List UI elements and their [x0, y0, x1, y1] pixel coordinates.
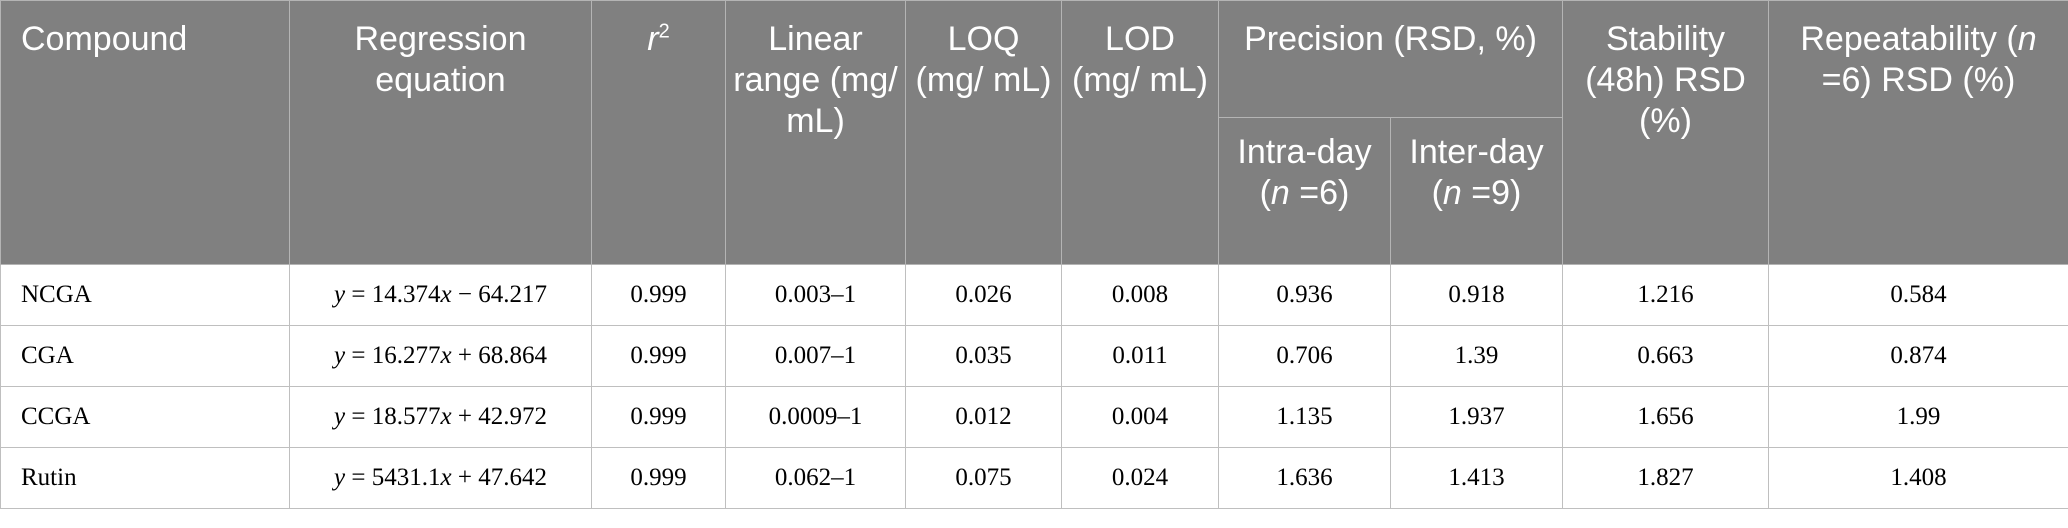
eq-y: y [334, 464, 346, 491]
header-intra-day: Intra-day (n =6) [1218, 117, 1391, 265]
repeat-n: n [2017, 20, 2037, 58]
cell-repeatability: 1.99 [1768, 386, 2068, 448]
cell-lod: 0.011 [1061, 325, 1219, 387]
cell-linear-range: 0.007–1 [725, 325, 906, 387]
cell-r-squared: 0.999 [591, 386, 726, 448]
eq-x: x [440, 403, 452, 430]
cell-compound: CGA [0, 325, 290, 387]
cell-loq: 0.035 [905, 325, 1062, 387]
intra-n: n [1270, 174, 1290, 212]
cell-inter-day: 1.413 [1390, 447, 1563, 509]
header-repeatability: Repeatability (n =6) RSD (%) [1768, 0, 2068, 265]
eq-tail: − 64.217 [451, 281, 547, 308]
cell-regression-equation: y = 18.577x + 42.972 [289, 386, 592, 448]
eq-x: x [440, 281, 452, 308]
cell-inter-day: 1.937 [1390, 386, 1563, 448]
cell-intra-day: 1.135 [1218, 386, 1391, 448]
eq-mid: = 5431.1 [345, 464, 441, 491]
eq-x: x [440, 342, 452, 369]
cell-lod: 0.004 [1061, 386, 1219, 448]
eq-tail: + 42.972 [451, 403, 547, 430]
intra-pre: Intra-day ( [1237, 133, 1372, 212]
table-row: CGA y = 16.277x + 68.864 0.999 0.007–1 0… [0, 325, 2068, 387]
cell-loq: 0.012 [905, 386, 1062, 448]
eq-y: y [334, 281, 346, 308]
inter-post: =9) [1461, 174, 1522, 212]
table-row: CCGA y = 18.577x + 42.972 0.999 0.0009–1… [0, 386, 2068, 448]
inter-n: n [1442, 174, 1462, 212]
validation-table: Compound Regression equation r2 Linear r… [0, 0, 2068, 509]
cell-intra-day: 0.706 [1218, 325, 1391, 387]
cell-r-squared: 0.999 [591, 447, 726, 509]
cell-stability: 0.663 [1562, 325, 1769, 387]
header-lod: LOD (mg/ mL) [1061, 0, 1219, 265]
r-superscript: 2 [658, 20, 670, 43]
cell-repeatability: 0.874 [1768, 325, 2068, 387]
cell-compound: NCGA [0, 264, 290, 326]
cell-linear-range: 0.003–1 [725, 264, 906, 326]
header-loq: LOQ (mg/ mL) [905, 0, 1062, 265]
header-precision: Precision (RSD, %) [1218, 0, 1563, 118]
eq-tail: + 47.642 [451, 464, 547, 491]
cell-intra-day: 1.636 [1218, 447, 1391, 509]
cell-loq: 0.026 [905, 264, 1062, 326]
header-inter-day: Inter-day (n =9) [1390, 117, 1563, 265]
cell-lod: 0.008 [1061, 264, 1219, 326]
cell-linear-range: 0.062–1 [725, 447, 906, 509]
cell-repeatability: 1.408 [1768, 447, 2068, 509]
cell-intra-day: 0.936 [1218, 264, 1391, 326]
eq-mid: = 14.374 [345, 281, 441, 308]
header-stability: Stability (48h) RSD (%) [1562, 0, 1769, 265]
cell-regression-equation: y = 16.277x + 68.864 [289, 325, 592, 387]
inter-pre: Inter-day ( [1409, 133, 1544, 212]
cell-loq: 0.075 [905, 447, 1062, 509]
header-r-squared: r2 [591, 0, 726, 265]
cell-regression-equation: y = 14.374x − 64.217 [289, 264, 592, 326]
cell-linear-range: 0.0009–1 [725, 386, 906, 448]
cell-stability: 1.827 [1562, 447, 1769, 509]
cell-r-squared: 0.999 [591, 264, 726, 326]
cell-inter-day: 1.39 [1390, 325, 1563, 387]
repeat-pre: Repeatability ( [1800, 20, 2018, 58]
cell-compound: Rutin [0, 447, 290, 509]
intra-post: =6) [1289, 174, 1350, 212]
header-compound: Compound [0, 0, 290, 265]
cell-repeatability: 0.584 [1768, 264, 2068, 326]
r-symbol: r [647, 20, 659, 58]
cell-stability: 1.656 [1562, 386, 1769, 448]
eq-y: y [334, 342, 346, 369]
eq-y: y [334, 403, 346, 430]
cell-r-squared: 0.999 [591, 325, 726, 387]
eq-mid: = 18.577 [345, 403, 441, 430]
table-row: NCGA y = 14.374x − 64.217 0.999 0.003–1 … [0, 264, 2068, 326]
cell-regression-equation: y = 5431.1x + 47.642 [289, 447, 592, 509]
cell-stability: 1.216 [1562, 264, 1769, 326]
header-regression-equation: Regression equation [289, 0, 592, 265]
cell-compound: CCGA [0, 386, 290, 448]
header-linear-range: Linear range (mg/ mL) [725, 0, 906, 265]
cell-inter-day: 0.918 [1390, 264, 1563, 326]
eq-x: x [440, 464, 452, 491]
table-row: Rutin y = 5431.1x + 47.642 0.999 0.062–1… [0, 447, 2068, 509]
table-body: NCGA y = 14.374x − 64.217 0.999 0.003–1 … [0, 264, 2068, 509]
eq-mid: = 16.277 [345, 342, 441, 369]
table-header: Compound Regression equation r2 Linear r… [0, 0, 2068, 265]
cell-lod: 0.024 [1061, 447, 1219, 509]
repeat-post: =6) RSD (%) [1821, 61, 2016, 99]
eq-tail: + 68.864 [451, 342, 547, 369]
